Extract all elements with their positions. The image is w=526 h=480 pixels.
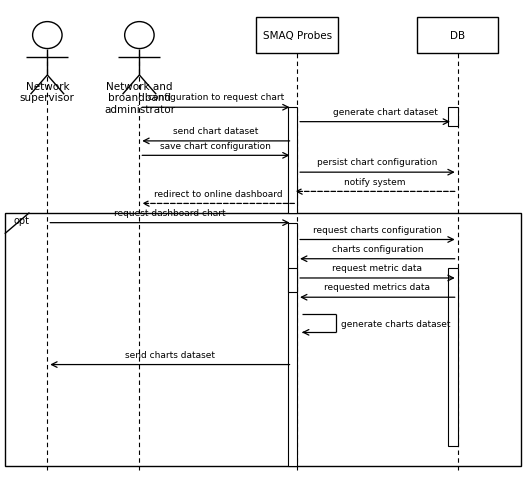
Text: requested metrics data: requested metrics data [325, 283, 430, 292]
Text: opt: opt [13, 216, 29, 226]
Text: request metric data: request metric data [332, 264, 422, 273]
FancyBboxPatch shape [448, 108, 458, 127]
Text: charts configuration: charts configuration [332, 244, 423, 253]
Text: request dashboard chart: request dashboard chart [114, 208, 226, 217]
Text: send chart dataset: send chart dataset [173, 127, 259, 136]
Text: generate charts dataset: generate charts dataset [341, 319, 451, 328]
Text: persist chart configuration: persist chart configuration [317, 158, 438, 167]
FancyBboxPatch shape [288, 108, 297, 214]
FancyBboxPatch shape [288, 269, 297, 293]
Text: Network
supervisor: Network supervisor [20, 82, 75, 103]
Text: save chart configuration: save chart configuration [160, 141, 271, 150]
FancyBboxPatch shape [288, 223, 297, 466]
Text: request charts configuration: request charts configuration [313, 225, 442, 234]
Text: redirect to online dashboard: redirect to online dashboard [154, 189, 282, 198]
Text: configuration to request chart: configuration to request chart [148, 93, 284, 102]
Text: Network and
broandband
administrator: Network and broandband administrator [104, 82, 175, 115]
Text: generate chart dataset: generate chart dataset [333, 108, 438, 117]
Text: send charts dataset: send charts dataset [125, 350, 215, 359]
Text: DB: DB [450, 31, 465, 41]
FancyBboxPatch shape [448, 269, 458, 446]
Text: SMAQ Probes: SMAQ Probes [262, 31, 332, 41]
FancyBboxPatch shape [256, 18, 338, 54]
Text: notify system: notify system [345, 177, 406, 186]
FancyBboxPatch shape [417, 18, 499, 54]
